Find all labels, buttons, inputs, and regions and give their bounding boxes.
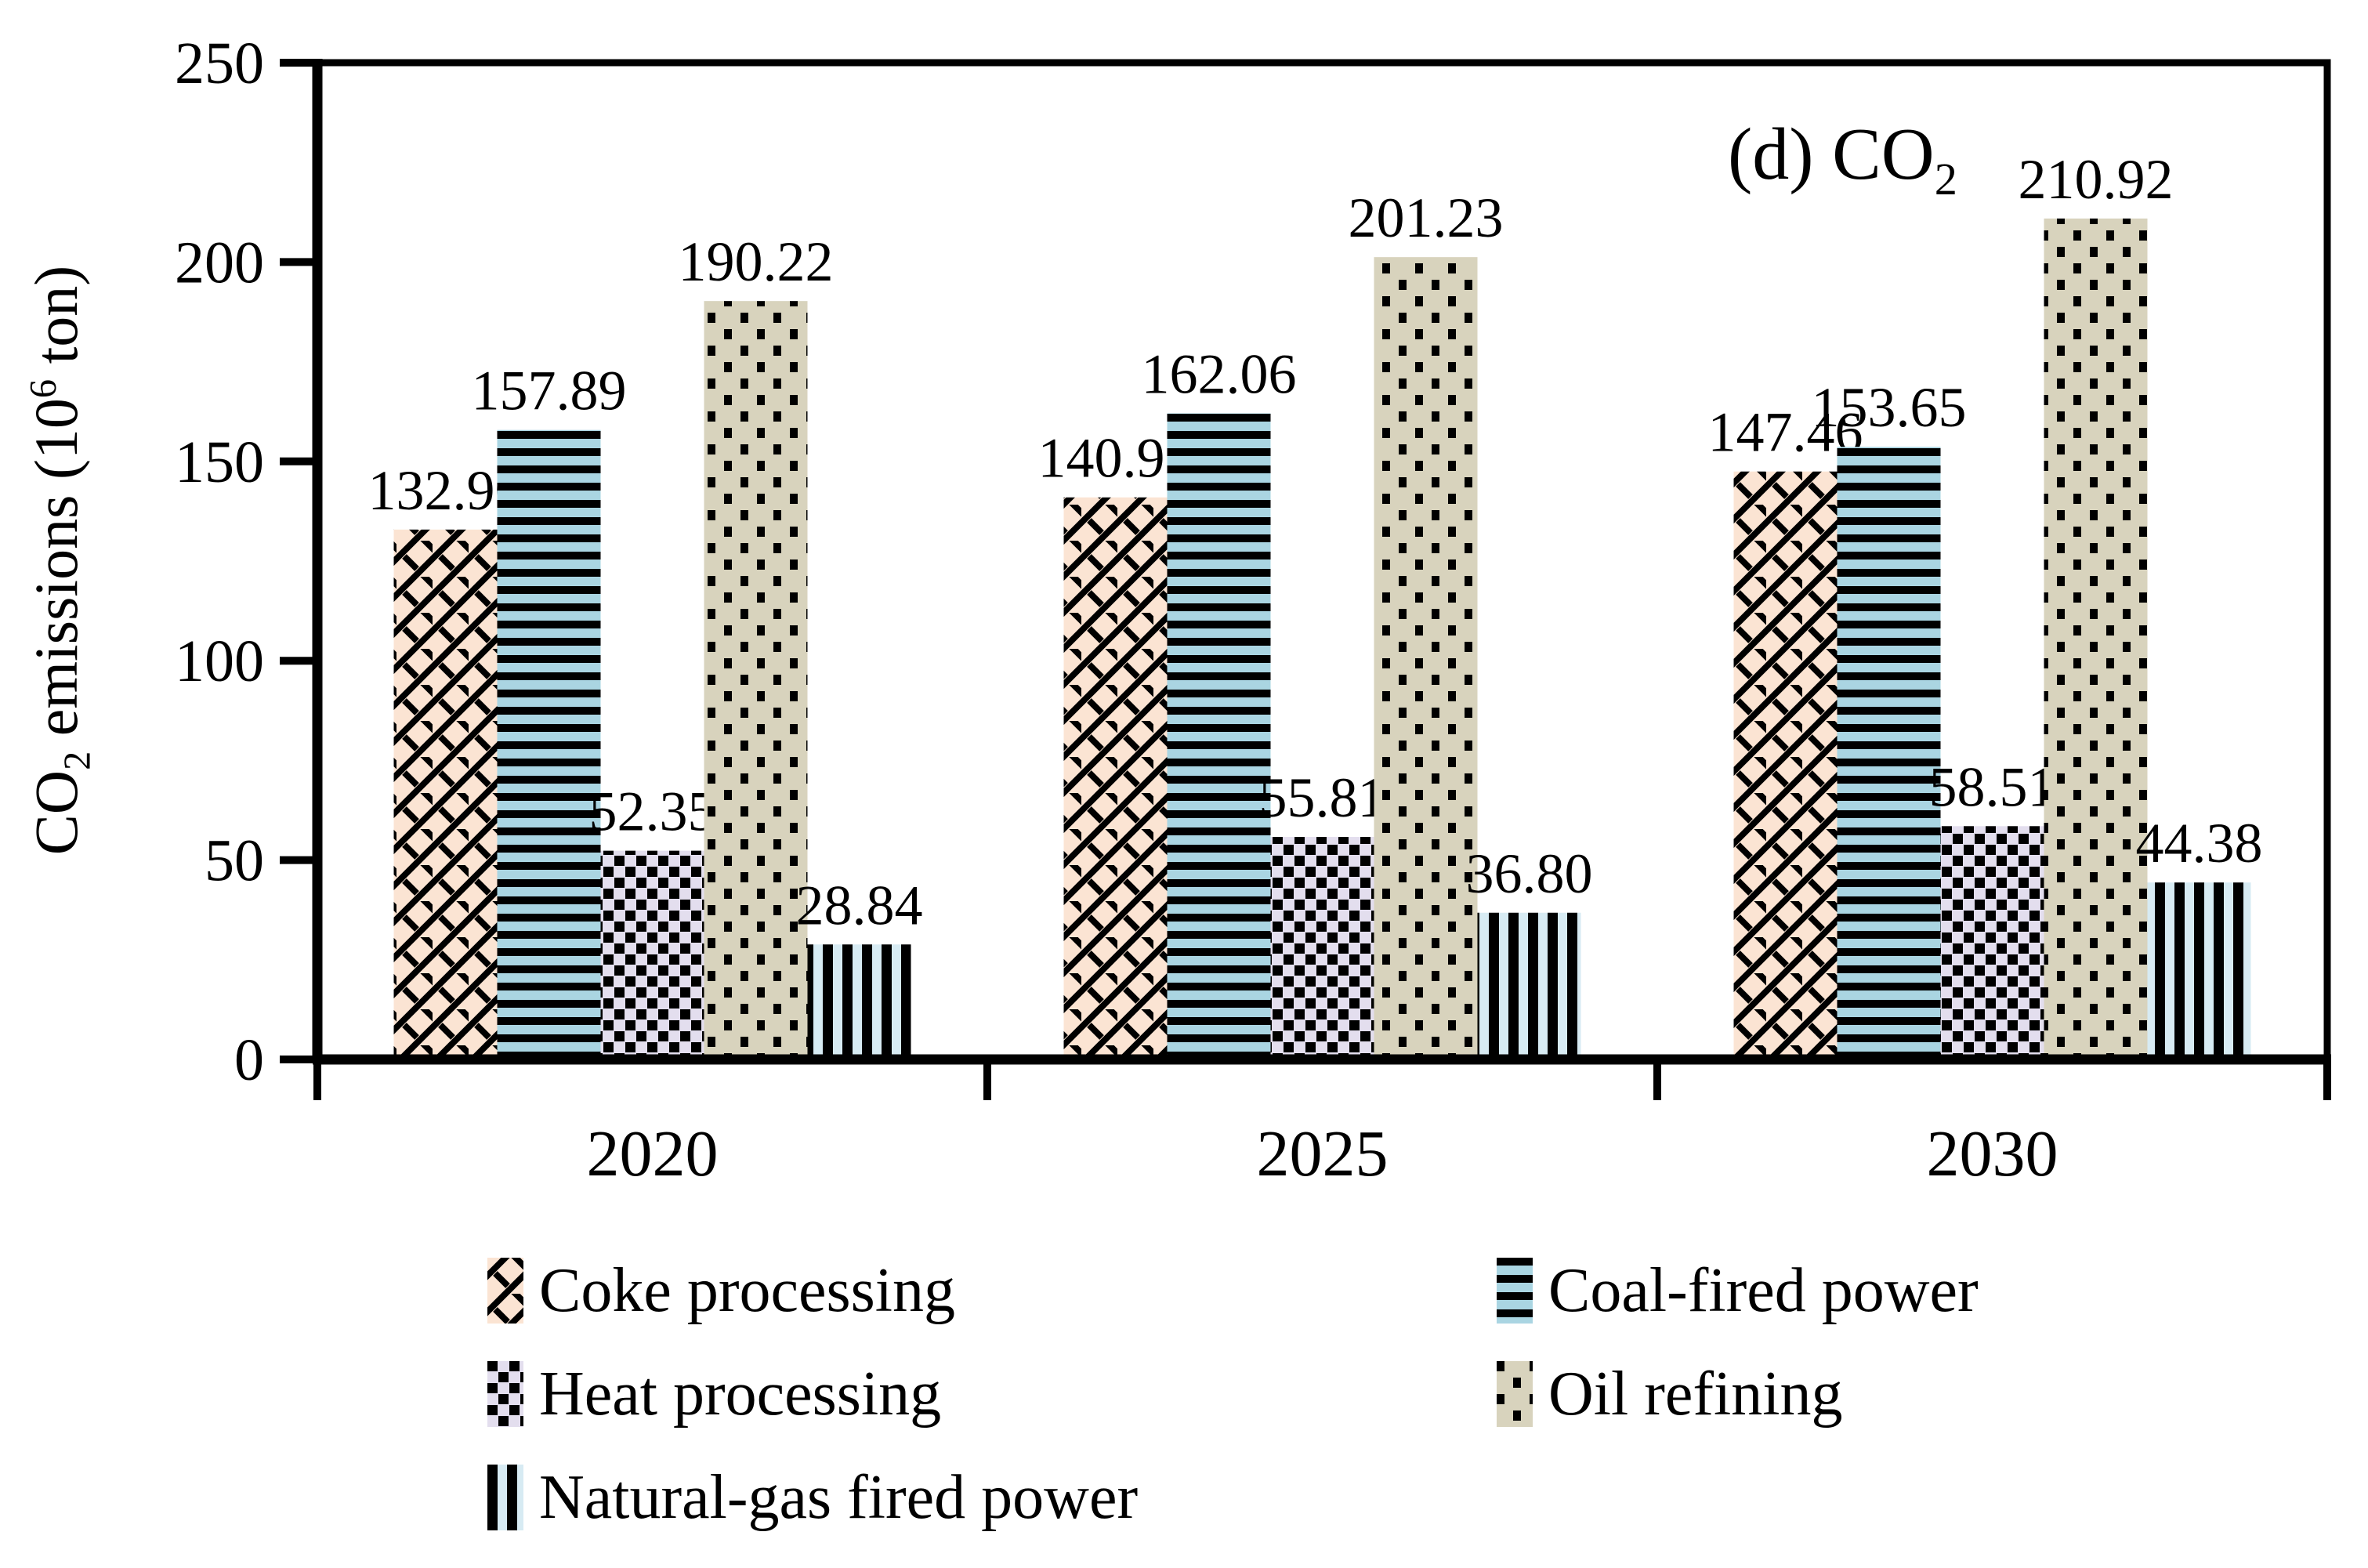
y-tick-label-150: 150 [175, 429, 264, 495]
legend-key-vstripe-icon [487, 1465, 523, 1530]
bar-heat-processing-2030 [1940, 826, 2044, 1059]
bar-oil-refining-2030 [2044, 218, 2148, 1059]
legend-label-coal-fired-power: Coal-fired power [1548, 1256, 1979, 1325]
legend-item-coal-fired-power: Coal-fired power [1497, 1258, 1979, 1324]
value-label-oil-refining-2030: 210.92 [2019, 148, 2174, 211]
x-tick-label-2020: 2020 [587, 1117, 719, 1190]
legend-label-coke-processing: Coke processing [539, 1256, 956, 1325]
value-label-natural-gas-fired-power-2025: 36.80 [1466, 842, 1593, 905]
x-tick-label-2025: 2025 [1257, 1117, 1389, 1190]
legend-label-heat-processing: Heat processing [539, 1360, 942, 1429]
bar-oil-refining-2025 [1374, 257, 1478, 1060]
value-label-heat-processing-2025: 55.81 [1259, 766, 1386, 829]
y-tick-label-200: 200 [175, 230, 264, 295]
legend-key-dots-icon [1497, 1361, 1533, 1427]
y-tick-label-0: 0 [234, 1027, 264, 1093]
bar-coal-fired-power-2030 [1837, 447, 1941, 1059]
y-tick-label-100: 100 [175, 628, 264, 694]
bar-oil-refining-2020 [704, 301, 808, 1059]
bar-natural-gas-fired-power-2020 [807, 944, 911, 1059]
bar-coke-processing-2030 [1733, 471, 1838, 1059]
bar-heat-processing-2025 [1270, 837, 1374, 1059]
bar-coke-processing-2020 [393, 529, 498, 1059]
value-label-coal-fired-power-2030: 153.65 [1812, 376, 1967, 439]
value-label-natural-gas-fired-power-2020: 28.84 [796, 874, 923, 936]
bar-heat-processing-2020 [600, 850, 704, 1059]
bar-coal-fired-power-2020 [497, 429, 601, 1059]
legend-key-checker-icon [487, 1361, 523, 1427]
bar-natural-gas-fired-power-2030 [2147, 882, 2251, 1059]
value-label-heat-processing-2020: 52.35 [589, 780, 716, 843]
y-axis-title-text: CO2 emissions (106 ton) [22, 265, 99, 856]
legend-item-oil-refining: Oil refining [1497, 1361, 1979, 1427]
value-label-coal-fired-power-2025: 162.06 [1142, 342, 1297, 405]
chart-title-subscript: 2 [1934, 153, 1957, 205]
legend-column-1: Coke processing Heat processing Natural-ga… [487, 1258, 1138, 1568]
legend-item-heat-processing: Heat processing [487, 1361, 1138, 1427]
bar-coal-fired-power-2025 [1167, 413, 1271, 1059]
legend-column-2: Coal-fired power Oil refining [1497, 1258, 1979, 1465]
legend-key-hstripe-icon [1497, 1258, 1533, 1324]
y-tick-label-50: 50 [205, 828, 264, 894]
plot-area: 132.90157.8952.35190.2228.84140.97162.06… [175, 31, 2331, 1190]
legend-label-natural-gas-fired-power: Natural-gas fired power [539, 1463, 1139, 1532]
value-label-coal-fired-power-2020: 157.89 [472, 360, 627, 422]
value-label-heat-processing-2030: 58.51 [1929, 755, 2056, 818]
chart-title: (d) CO2 [1728, 118, 1957, 201]
value-label-natural-gas-fired-power-2030: 44.38 [2136, 812, 2263, 875]
bar-coke-processing-2025 [1063, 497, 1168, 1059]
legend-item-coke-processing: Coke processing [487, 1258, 1138, 1324]
chart-title-text: (d) CO [1728, 114, 1935, 195]
value-label-oil-refining-2020: 190.22 [679, 230, 834, 293]
bar-chart-figure: 132.90 157.89 52.35 190.22 28.84 140.97 162.06… [22, 31, 2331, 1530]
y-tick-label-250: 250 [175, 31, 264, 96]
legend-item-natural-gas-fired-power: Natural-gas fired power [487, 1465, 1138, 1530]
x-tick-label-2030: 2030 [1927, 1117, 2058, 1190]
bar-natural-gas-fired-power-2025 [1477, 912, 1581, 1059]
legend-key-shingle-icon [487, 1258, 523, 1324]
legend-label-oil-refining: Oil refining [1548, 1360, 1843, 1429]
value-label-oil-refining-2025: 201.23 [1349, 186, 1504, 249]
